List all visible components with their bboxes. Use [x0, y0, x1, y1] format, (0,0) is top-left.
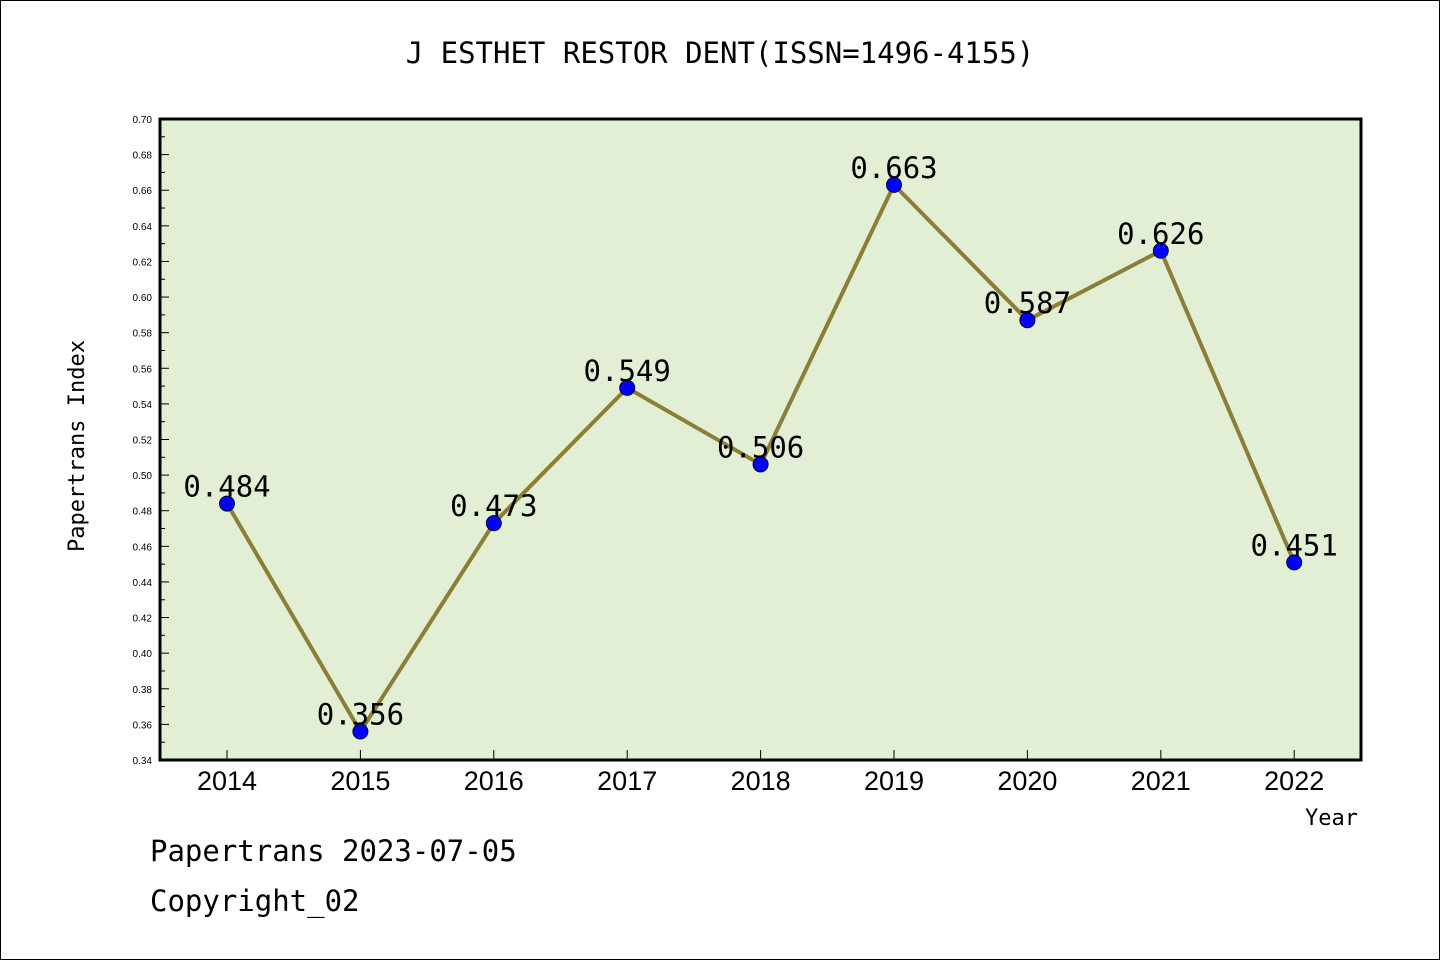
data-label: 0.506 — [717, 430, 804, 464]
y-tick-label: 0.46 — [133, 542, 153, 553]
data-point — [1019, 312, 1036, 329]
y-tick-label: 0.52 — [133, 436, 153, 447]
x-tick-label: 2020 — [997, 766, 1057, 796]
data-point — [1286, 554, 1303, 571]
data-point — [752, 456, 769, 473]
y-tick-label: 0.36 — [133, 720, 153, 731]
x-tick-label: 2018 — [731, 766, 791, 796]
y-tick-label: 0.60 — [133, 293, 153, 304]
y-tick-label: 0.64 — [133, 222, 153, 233]
y-tick-label: 0.70 — [133, 115, 153, 126]
data-label: 0.356 — [317, 698, 404, 732]
x-tick-label: 2016 — [464, 766, 524, 796]
data-label: 0.473 — [450, 489, 537, 523]
x-tick-label: 2019 — [864, 766, 924, 796]
plot-area — [158, 117, 1363, 762]
data-label: 0.451 — [1251, 528, 1338, 562]
y-tick-label: 0.66 — [133, 186, 153, 197]
y-tick-label: 0.44 — [133, 578, 153, 589]
y-tick-label: 0.68 — [133, 151, 153, 162]
data-label: 0.663 — [850, 151, 937, 185]
x-axis-label: Year — [1305, 806, 1358, 831]
data-point — [219, 495, 235, 512]
x-axis: 2014 2015 2016 2017 2018 2019 2020 2021 2022 — [197, 750, 1324, 796]
data-point — [352, 723, 369, 740]
data-label: 0.549 — [584, 354, 671, 388]
y-tick-label: 0.42 — [133, 614, 153, 625]
data-point — [619, 379, 636, 396]
y-tick-label: 0.62 — [133, 257, 153, 268]
x-tick-label: 2017 — [597, 766, 657, 796]
y-axis-label: Papertrans Index — [65, 340, 90, 552]
data-point — [1152, 242, 1169, 259]
y-tick-label: 0.58 — [133, 329, 153, 340]
y-tick-label: 0.34 — [133, 756, 153, 767]
x-tick-label: 2022 — [1264, 766, 1324, 796]
footer-copyright: Copyright_02 — [150, 884, 360, 918]
data-point — [886, 176, 902, 193]
y-tick-label: 0.56 — [133, 364, 153, 375]
data-label: 0.587 — [984, 286, 1071, 320]
y-tick-label: 0.54 — [133, 400, 153, 411]
y-tick-label: 0.48 — [133, 507, 153, 518]
data-label: 0.626 — [1117, 217, 1204, 251]
series-layer: 0.484 0.356 0.473 0.549 0.506 0.663 0.587 0.626… — [183, 151, 1338, 740]
x-tick-label: 2014 — [197, 766, 257, 796]
data-label: 0.484 — [183, 470, 270, 504]
y-tick-label: 0.50 — [133, 471, 153, 482]
x-tick-label: 2021 — [1131, 766, 1191, 796]
footer-date: Papertrans 2023-07-05 — [150, 834, 517, 868]
data-point — [485, 515, 502, 532]
y-axis: 0.34 0.36 0.38 0.40 0.42 0.44 0.46 0.48 0.50 0.52… — [133, 115, 169, 767]
chart-title: J ESTHET RESTOR DENT(ISSN=1496-4155) — [405, 36, 1035, 70]
y-tick-label: 0.38 — [133, 685, 153, 696]
x-tick-label: 2015 — [330, 766, 390, 796]
y-tick-label: 0.40 — [133, 649, 153, 660]
